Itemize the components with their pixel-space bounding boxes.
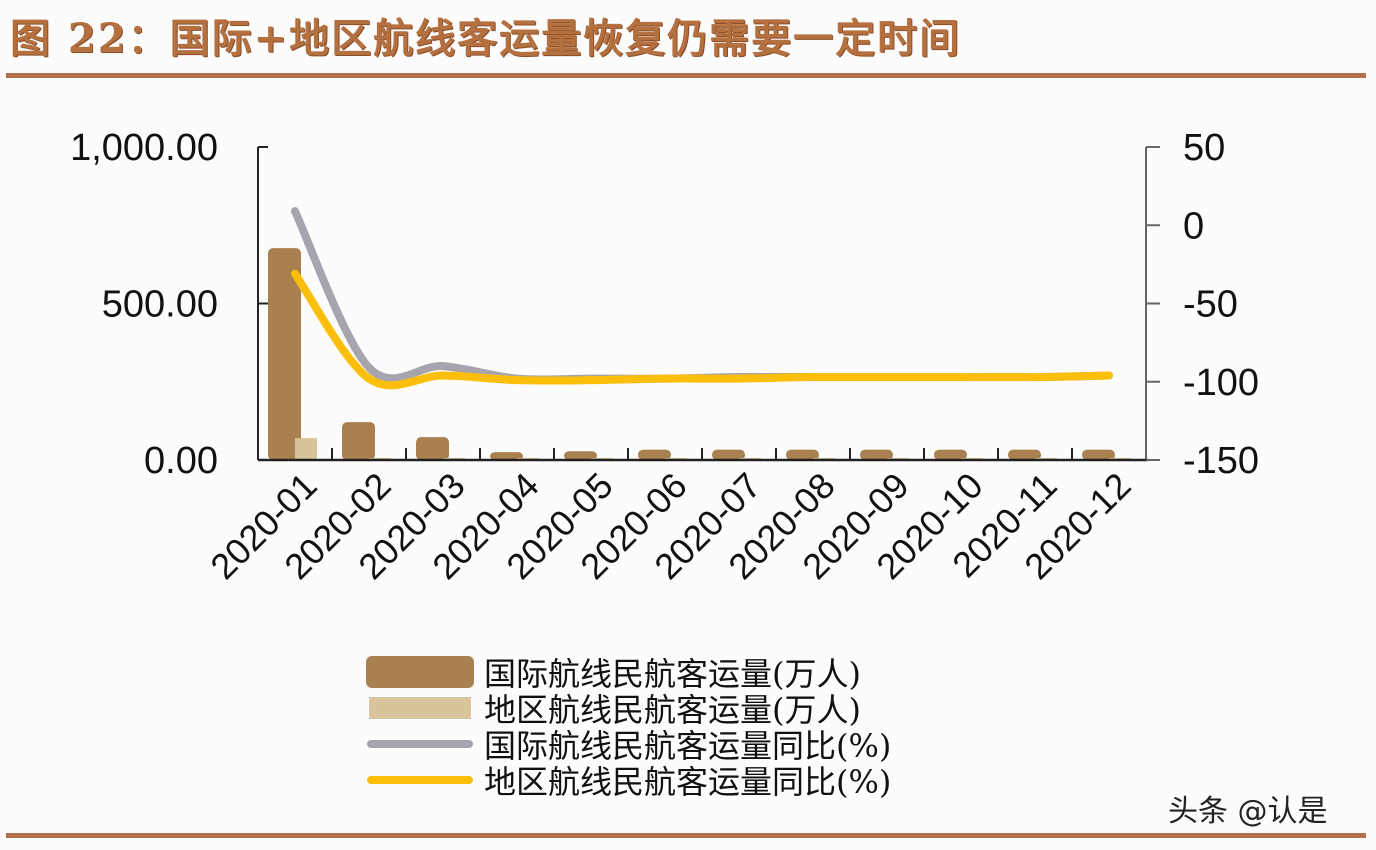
intl-volume-bar xyxy=(416,437,449,460)
intl-volume-bar xyxy=(1008,449,1041,460)
intl-volume-bar xyxy=(638,449,671,460)
legend-swatch-line-icon xyxy=(367,776,473,784)
title-divider xyxy=(6,73,1366,78)
right-axis-tick-label: -100 xyxy=(1183,362,1259,404)
legend-label: 国际航线民航客运量同比(%) xyxy=(484,727,892,765)
regional-volume-bar xyxy=(295,438,317,460)
right-axis-tick-label: 0 xyxy=(1183,205,1204,247)
intl-volume-bar xyxy=(1082,449,1115,460)
legend-item-regional-yoy: 地区航线民航客运量同比(%) xyxy=(366,762,891,801)
legend-item-regional-volume: 地区航线民航客运量(万人) xyxy=(366,690,891,729)
legend-item-intl-yoy: 国际航线民航客运量同比(%) xyxy=(366,726,891,765)
intl-volume-bar xyxy=(268,248,301,460)
intl-volume-bar xyxy=(934,449,967,460)
intl-volume-bar xyxy=(342,422,375,460)
right-axis-tick-label: -50 xyxy=(1183,284,1238,326)
right-axis-tick-label: -150 xyxy=(1183,440,1259,482)
intl-volume-bar xyxy=(564,451,597,460)
intl-volume-bar xyxy=(712,449,745,460)
legend-label: 地区航线民航客运量同比(%) xyxy=(484,763,892,801)
left-axis-tick-label: 500.00 xyxy=(102,284,218,326)
chart-title: 图 22：国际+地区航线客运量恢复仍需要一定时间 xyxy=(10,15,962,62)
right-axis-tick-label: 50 xyxy=(1183,127,1225,169)
intl-volume-bar xyxy=(490,452,523,460)
intl-volume-bar xyxy=(786,449,819,460)
intl-yoy-line xyxy=(291,207,1113,384)
legend-swatch-bar-icon xyxy=(366,656,474,688)
left-axis-tick-label: 1,000.00 xyxy=(70,127,218,169)
intl-volume-bar xyxy=(860,449,893,460)
legend-label: 国际航线民航客运量(万人) xyxy=(484,655,861,693)
axes: 1,000.00500.000.00500-50-100-1502020-012… xyxy=(70,127,1259,587)
bottom-divider xyxy=(6,833,1366,838)
bar-series xyxy=(268,248,1131,460)
combo-chart: 1,000.00500.000.00500-50-100-1502020-012… xyxy=(70,127,1259,587)
chart-legend: 国际航线民航客运量(万人) 地区航线民航客运量(万人) 国际航线民航客运量同比(… xyxy=(366,654,891,801)
watermark: 头条 @认是 xyxy=(1168,794,1328,829)
legend-label: 地区航线民航客运量(万人) xyxy=(484,691,861,729)
line-series xyxy=(291,207,1113,390)
regional-yoy-line xyxy=(291,269,1113,390)
legend-item-intl-volume: 国际航线民航客运量(万人) xyxy=(366,654,891,693)
legend-swatch-bar-icon xyxy=(369,697,471,719)
legend-swatch-line-icon xyxy=(367,740,473,748)
left-axis-tick-label: 0.00 xyxy=(144,440,218,482)
